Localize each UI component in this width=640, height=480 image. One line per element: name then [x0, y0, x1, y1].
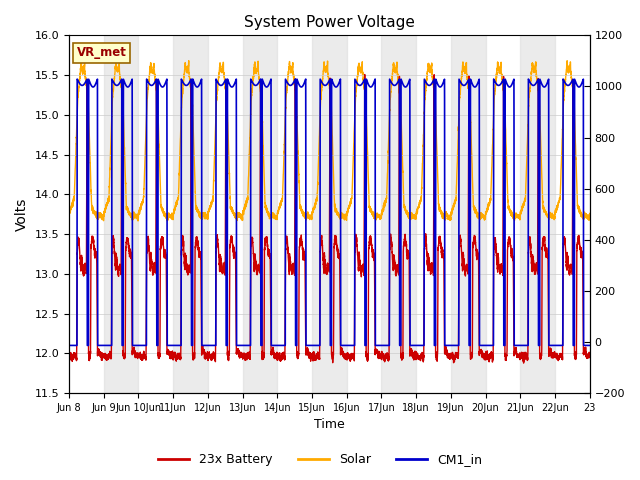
- Bar: [104, 36, 138, 393]
- Text: VR_met: VR_met: [77, 46, 127, 59]
- Bar: [243, 36, 277, 393]
- X-axis label: Time: Time: [314, 419, 345, 432]
- Bar: [312, 36, 347, 393]
- Bar: [381, 36, 416, 393]
- Bar: [173, 36, 208, 393]
- Bar: [520, 36, 555, 393]
- Bar: [589, 36, 625, 393]
- Legend: 23x Battery, Solar, CM1_in: 23x Battery, Solar, CM1_in: [153, 448, 487, 471]
- Bar: [451, 36, 486, 393]
- Title: System Power Voltage: System Power Voltage: [244, 15, 415, 30]
- Y-axis label: Volts: Volts: [15, 198, 29, 231]
